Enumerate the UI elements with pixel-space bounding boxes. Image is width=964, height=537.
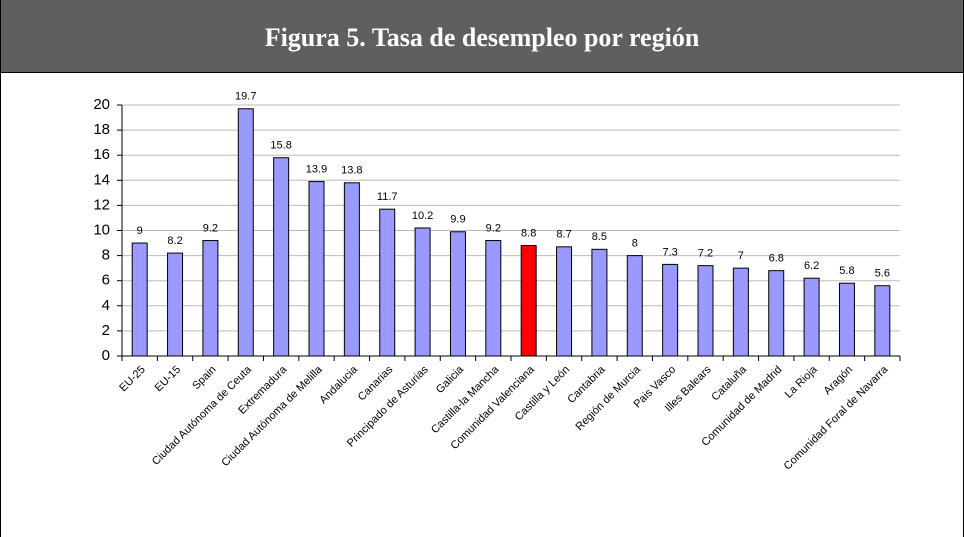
data-label: 19.7 bbox=[235, 91, 256, 103]
y-tick-label: 18 bbox=[93, 121, 110, 138]
x-tick-label: Galicia bbox=[434, 363, 467, 396]
bar bbox=[343, 182, 360, 357]
bar bbox=[768, 270, 785, 357]
data-label: 5.6 bbox=[875, 268, 890, 280]
data-label: 7.2 bbox=[698, 248, 713, 260]
y-tick-label: 20 bbox=[93, 96, 110, 113]
y-tick-label: 0 bbox=[102, 347, 110, 364]
x-tick-label: EU-25 bbox=[117, 364, 148, 395]
x-tick-label: Spain bbox=[190, 364, 218, 392]
data-label: 9.9 bbox=[450, 214, 465, 226]
bar bbox=[591, 248, 608, 357]
data-label: 11.7 bbox=[377, 191, 398, 203]
y-tick-label: 4 bbox=[102, 297, 110, 314]
bar bbox=[237, 108, 254, 357]
header-band bbox=[0, 0, 964, 72]
data-label: 6.8 bbox=[769, 253, 784, 265]
bar bbox=[449, 231, 466, 357]
data-label: 9 bbox=[137, 225, 143, 237]
bar bbox=[167, 252, 184, 357]
data-label: 9.2 bbox=[203, 222, 218, 234]
x-tick-label: Andalucia bbox=[317, 363, 360, 406]
data-label: 5.8 bbox=[839, 265, 854, 277]
bar bbox=[308, 181, 325, 357]
data-label: 9.2 bbox=[486, 222, 501, 234]
data-label: 15.8 bbox=[270, 140, 291, 152]
bar bbox=[556, 246, 573, 357]
x-tick-label: EU-15 bbox=[153, 364, 184, 395]
data-label: 8.7 bbox=[556, 229, 571, 241]
bar bbox=[732, 267, 749, 357]
bar bbox=[874, 285, 891, 357]
y-tick-label: 16 bbox=[93, 146, 110, 163]
y-tick-label: 8 bbox=[102, 247, 110, 264]
bar bbox=[202, 240, 219, 357]
bar bbox=[838, 282, 855, 357]
data-label: 13.9 bbox=[306, 163, 327, 175]
y-tick-label: 6 bbox=[102, 272, 110, 289]
bar bbox=[662, 263, 679, 357]
data-label: 10.2 bbox=[412, 210, 433, 222]
data-label: 6.2 bbox=[804, 260, 819, 272]
data-label: 8.5 bbox=[592, 231, 607, 243]
bar bbox=[273, 157, 290, 357]
bar bbox=[520, 245, 537, 357]
data-label: 8 bbox=[632, 238, 638, 250]
data-label: 7.3 bbox=[662, 246, 677, 258]
y-tick-label: 12 bbox=[93, 196, 110, 213]
bar bbox=[803, 277, 820, 357]
bar bbox=[379, 208, 396, 357]
bar bbox=[697, 265, 714, 357]
y-tick-label: 10 bbox=[93, 221, 110, 238]
x-tick-label: Región de Murcia bbox=[573, 363, 643, 433]
data-label: 13.8 bbox=[341, 165, 362, 177]
chart-title: Figura 5. Tasa de desempleo por región bbox=[265, 23, 700, 52]
data-label: 8.8 bbox=[521, 227, 536, 239]
y-tick-label: 2 bbox=[102, 322, 110, 339]
data-label: 8.2 bbox=[167, 235, 182, 247]
y-tick-label: 14 bbox=[93, 171, 110, 188]
bar bbox=[414, 227, 431, 357]
bar bbox=[485, 240, 502, 357]
bar bbox=[131, 242, 148, 357]
bar bbox=[626, 255, 643, 357]
x-tick-label: Aragón bbox=[822, 364, 856, 398]
x-tick-label: La Rioja bbox=[783, 363, 821, 401]
data-label: 7 bbox=[738, 250, 744, 262]
